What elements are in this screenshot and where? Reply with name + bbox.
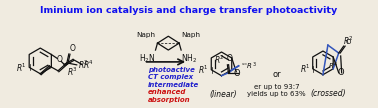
Text: $R^2$: $R^2$ (214, 54, 225, 66)
Text: er up to 93:7: er up to 93:7 (254, 84, 299, 90)
Text: or: or (272, 70, 281, 79)
Text: O: O (226, 54, 232, 63)
Text: O: O (70, 44, 76, 53)
Text: $R^4$: $R^4$ (328, 61, 338, 72)
Text: Naph: Naph (136, 32, 155, 38)
Text: photoactive: photoactive (148, 67, 195, 73)
Text: NH$_2$: NH$_2$ (181, 52, 197, 64)
Text: absorption: absorption (148, 96, 190, 103)
Text: O: O (338, 68, 344, 77)
Text: CT complex: CT complex (148, 74, 193, 80)
Text: O: O (56, 55, 62, 64)
Text: $R^1$: $R^1$ (300, 63, 311, 75)
Text: $R^3$: $R^3$ (67, 65, 77, 78)
Text: $R^4$: $R^4$ (83, 58, 94, 71)
Text: intermediate: intermediate (148, 82, 199, 88)
Text: $R^1$: $R^1$ (16, 61, 27, 74)
Text: $R^1$: $R^1$ (198, 64, 209, 76)
Text: $R^2$: $R^2$ (78, 59, 88, 71)
Text: yields up to 63%: yields up to 63% (247, 91, 306, 97)
Text: Iminium ion catalysis and charge transfer photoactivity: Iminium ion catalysis and charge transfe… (40, 6, 338, 15)
Text: H$_2$N: H$_2$N (139, 52, 155, 64)
Text: $R^2$: $R^2$ (342, 35, 353, 47)
Text: (linear): (linear) (210, 90, 237, 98)
Text: (crossed): (crossed) (310, 89, 346, 98)
Text: O: O (345, 39, 351, 45)
Text: Naph: Naph (181, 32, 200, 38)
Text: O: O (234, 69, 240, 78)
Text: enhanced: enhanced (148, 89, 186, 95)
Text: '''$R^3$: '''$R^3$ (241, 61, 256, 72)
